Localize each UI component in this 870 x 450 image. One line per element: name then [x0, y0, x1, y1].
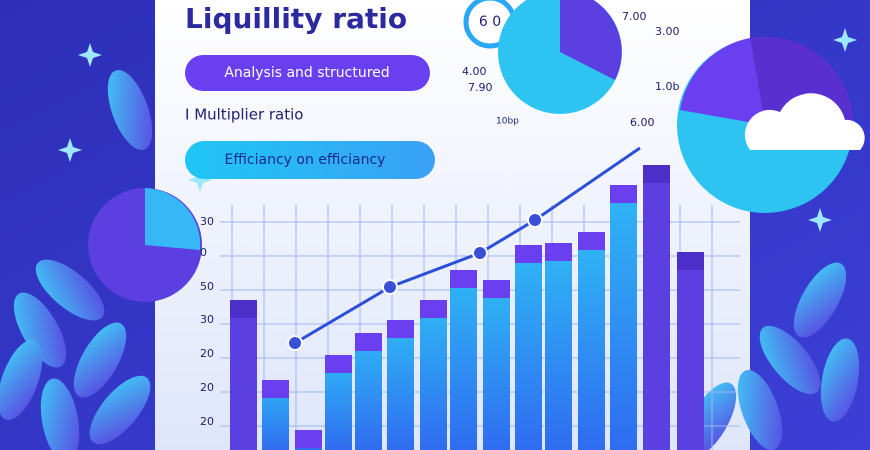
bar	[483, 280, 510, 450]
pill-label: Efficiancy on efficiancy	[225, 152, 386, 168]
bar-cap	[643, 165, 670, 183]
leaf	[35, 259, 105, 321]
trend-point	[287, 335, 303, 351]
bar-cap	[578, 232, 605, 250]
bar	[545, 243, 572, 450]
axis-label: 20	[200, 381, 214, 394]
axis-label: 20	[200, 347, 214, 360]
pill	[185, 141, 435, 179]
bar	[230, 300, 257, 450]
pie-label: 7.90	[468, 81, 493, 94]
title: Liquillity ratio	[185, 2, 407, 35]
pie-labels: 7.00 3.00 4.00 7.90 1.0b 10bp 6.00	[462, 10, 680, 129]
leaf	[793, 262, 847, 338]
bar	[355, 333, 382, 450]
pie-label: 10bp	[496, 117, 519, 127]
decorations	[0, 28, 860, 450]
pill	[185, 55, 430, 91]
sparkle	[58, 138, 82, 162]
bar-cap	[677, 252, 704, 270]
bar-cap	[262, 380, 289, 398]
leaf	[73, 322, 127, 398]
sparkle	[808, 208, 832, 232]
bar-cap	[610, 185, 637, 203]
gauge-label: 6 0	[479, 14, 501, 30]
pill-label: Analysis and structured	[224, 65, 389, 81]
bar-cap	[355, 333, 382, 351]
bar-cap	[295, 430, 322, 448]
bar	[643, 165, 670, 450]
cloud	[744, 93, 865, 150]
pie-label: 4.00	[462, 65, 487, 78]
bar-cap	[325, 355, 352, 373]
sparkle	[833, 28, 857, 52]
bar-cap	[230, 300, 257, 318]
axis-label: 50	[200, 280, 214, 293]
leaf	[820, 338, 860, 422]
trend-point	[527, 212, 543, 228]
leaf	[0, 340, 43, 420]
leaf	[759, 325, 821, 395]
bars	[230, 165, 704, 450]
pie-slice	[680, 38, 765, 125]
trend-point	[382, 279, 398, 295]
axis-label: 30	[200, 215, 214, 228]
bar	[515, 245, 542, 450]
pie-label: 6.00	[630, 116, 655, 129]
pie-label: 3.00	[655, 25, 680, 38]
bar-cap	[387, 320, 414, 338]
bar	[677, 252, 704, 450]
bar	[387, 320, 414, 450]
bar	[578, 232, 605, 450]
axis-label: 30	[200, 313, 214, 326]
pie-slice	[560, 0, 622, 80]
leaf	[737, 370, 783, 450]
pie-label: 1.0b	[655, 80, 679, 93]
sparkle	[78, 43, 102, 67]
pie-label: 7.00	[622, 10, 647, 23]
pie-slice	[145, 188, 201, 250]
leaf	[107, 70, 153, 150]
axis-label: 20	[200, 415, 214, 428]
axis-label: 0	[200, 246, 207, 259]
leaf	[89, 375, 151, 445]
bar	[450, 270, 477, 450]
sparkle	[188, 168, 212, 192]
leaf	[13, 292, 67, 368]
axis-labels: 30 0 50 30 20 20 20	[200, 215, 214, 428]
bar	[420, 300, 447, 450]
leaf	[40, 378, 80, 450]
trend-point	[472, 245, 488, 261]
bar	[610, 185, 637, 450]
bar-cap	[483, 280, 510, 298]
trend-points	[287, 212, 543, 351]
bar-cap	[515, 245, 542, 263]
bar-cap	[420, 300, 447, 318]
bar-cap	[545, 243, 572, 261]
subtitle: I Multiplier ratio	[185, 106, 303, 124]
bar-cap	[450, 270, 477, 288]
